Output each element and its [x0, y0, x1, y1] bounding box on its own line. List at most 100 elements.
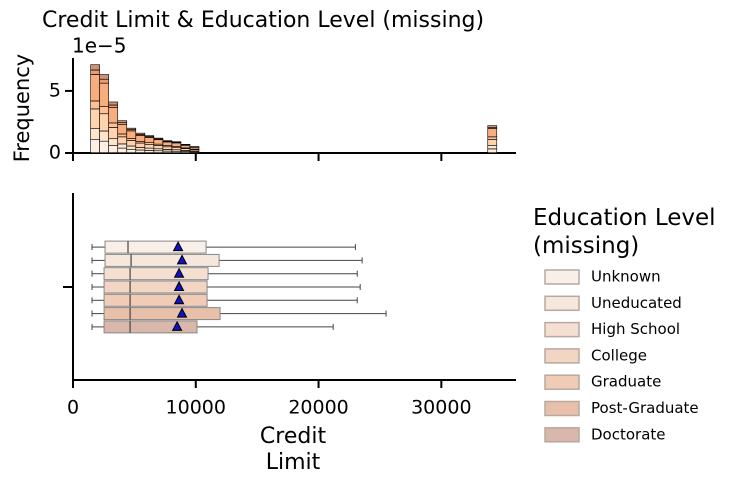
histogram-bar — [162, 146, 173, 150]
histogram-bar — [90, 69, 100, 75]
box — [103, 320, 198, 334]
histogram-bar — [108, 107, 119, 124]
histogram-bar — [162, 141, 173, 146]
histogram-bar — [99, 82, 110, 107]
histogram-bar — [487, 128, 498, 138]
histogram-bar — [108, 145, 119, 154]
histogram-bar — [144, 150, 155, 154]
histogram-bar — [135, 149, 146, 154]
histogram-bar — [487, 148, 498, 154]
histogram-bar — [144, 147, 155, 151]
histogram-bar — [487, 139, 498, 146]
box — [103, 280, 208, 294]
legend-label: Uneducated — [591, 294, 682, 312]
histogram-bar — [487, 125, 498, 128]
histogram-bar — [99, 106, 110, 115]
histogram-bar — [171, 142, 182, 147]
mean-marker — [176, 254, 188, 265]
x-tick-label: 0 — [67, 397, 79, 419]
legend-label: Post-Graduate — [591, 399, 699, 417]
histogram-bar — [171, 146, 182, 151]
histogram-bar — [126, 127, 137, 130]
histogram-bar — [135, 132, 146, 135]
histogram-bar — [117, 147, 128, 154]
histogram-bar — [153, 137, 164, 140]
histogram-bar — [117, 120, 128, 123]
box — [104, 240, 207, 254]
x-tick-label: 10000 — [166, 397, 226, 419]
histogram-bar — [180, 145, 191, 149]
histogram-bar — [126, 140, 137, 147]
legend-swatch — [544, 400, 580, 417]
histogram-bar — [90, 108, 100, 129]
histogram-bar — [135, 142, 146, 148]
histogram-bar — [171, 141, 182, 143]
histogram-bar — [153, 150, 164, 154]
box — [104, 253, 220, 267]
x-tick-label: 30000 — [411, 397, 471, 419]
histogram-bar — [90, 139, 100, 154]
x-tick-label: 20000 — [288, 397, 348, 419]
mean-marker — [173, 267, 185, 278]
histogram-bar — [117, 133, 128, 138]
histogram-bar — [117, 143, 128, 149]
histogram-bar — [135, 135, 146, 142]
histogram-bar — [117, 124, 128, 135]
legend-swatch — [544, 295, 580, 312]
legend-label: Graduate — [591, 373, 661, 391]
mean-marker — [171, 320, 183, 331]
histogram-bar — [90, 127, 100, 141]
histogram-bar — [99, 78, 110, 84]
histogram-bar — [117, 136, 128, 145]
histogram-bar — [108, 104, 119, 108]
mean-marker — [173, 294, 185, 305]
chart-title: Credit Limit & Education Level (missing) — [42, 8, 484, 33]
legend-swatch — [544, 321, 580, 338]
histogram-bar — [135, 147, 146, 151]
y-axis-label: Frequency — [10, 54, 34, 163]
legend-swatch — [544, 348, 580, 364]
histogram-bar — [99, 74, 110, 80]
histogram-bar — [126, 130, 137, 139]
x-axis-label: Credit Limit — [259, 424, 327, 476]
legend-label: Unknown — [591, 268, 661, 286]
legend-title: Education Level (missing) — [533, 205, 716, 259]
legend-swatch — [544, 269, 580, 285]
histogram-bar — [90, 74, 100, 102]
legend-label: High School — [591, 320, 680, 338]
histogram-bar — [99, 113, 110, 132]
histogram-bar — [153, 145, 164, 150]
histogram-bar — [153, 139, 164, 145]
legend-swatch — [544, 374, 580, 390]
histogram-bar — [108, 127, 119, 140]
legend-label: College — [591, 346, 647, 364]
histogram-bar — [108, 101, 119, 106]
histogram-bar — [144, 137, 155, 143]
histogram-bar — [487, 145, 498, 150]
histogram-bar — [144, 144, 155, 149]
histogram-bar — [99, 140, 110, 154]
y-offset-label: 1e−5 — [72, 34, 127, 58]
box — [103, 307, 221, 321]
legend-swatch — [544, 427, 580, 443]
histogram-bar — [126, 145, 137, 150]
histogram-bar — [90, 64, 100, 71]
histogram-bar — [108, 122, 119, 128]
mean-marker — [172, 241, 184, 252]
histogram-bar — [487, 136, 498, 140]
box — [103, 267, 209, 281]
histogram-bar — [126, 148, 137, 154]
histogram-bar — [162, 140, 173, 142]
box — [103, 293, 208, 307]
mean-marker — [176, 307, 188, 318]
histogram-bar — [108, 138, 119, 146]
y-tick-label: 5 — [49, 79, 61, 101]
legend-label: Doctorate — [591, 425, 666, 443]
mean-marker — [173, 280, 185, 291]
y-tick-label: 0 — [49, 142, 61, 164]
histogram-bar — [144, 135, 155, 137]
histogram-bar — [99, 130, 110, 142]
histogram-bar — [126, 138, 137, 141]
